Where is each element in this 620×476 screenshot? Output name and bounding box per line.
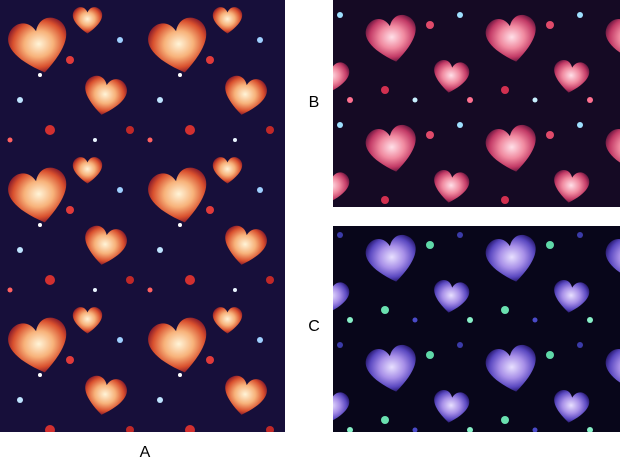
panel-b-image	[333, 0, 620, 207]
panel-label: A	[140, 444, 151, 461]
panel-label: B	[309, 94, 320, 111]
panel-c-image	[333, 226, 620, 432]
panel-label: C	[308, 318, 320, 335]
panel-a-image	[0, 0, 285, 432]
